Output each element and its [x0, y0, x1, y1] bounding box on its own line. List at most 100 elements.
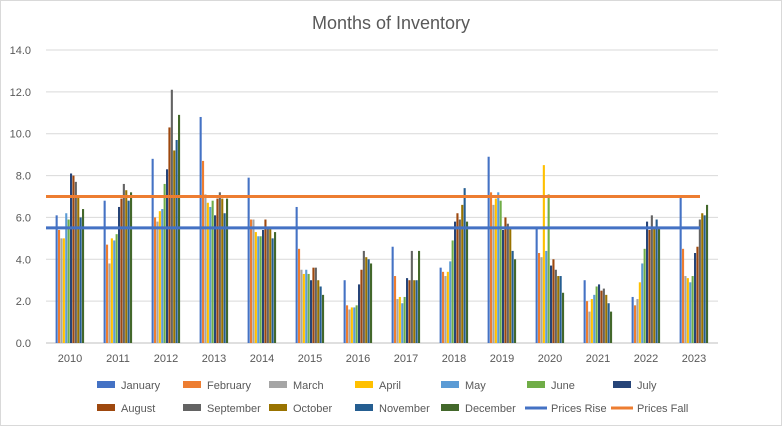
- bar-august-2020: [552, 259, 555, 343]
- bar-december-2023: [706, 204, 709, 343]
- x-tick-label: 2013: [202, 353, 226, 365]
- bar-january-2013: [199, 116, 202, 343]
- bar-june-2017: [403, 296, 406, 343]
- bar-december-2015: [322, 294, 325, 343]
- x-tick-label: 2010: [58, 353, 82, 365]
- bar-july-2015: [310, 280, 313, 343]
- bar-october-2017: [413, 280, 416, 343]
- bar-september-2023: [698, 219, 701, 343]
- bar-september-2015: [314, 267, 317, 343]
- bar-april-2018: [446, 271, 449, 343]
- bar-october-2019: [509, 227, 512, 343]
- bar-march-2013: [204, 194, 207, 343]
- legend-label-march: March: [293, 380, 324, 392]
- bar-october-2022: [653, 227, 656, 343]
- bar-december-2010: [82, 209, 85, 343]
- y-tick-label: 14.0: [10, 45, 31, 57]
- bar-may-2010: [65, 213, 68, 343]
- bar-january-2023: [679, 196, 682, 343]
- x-axis: 2010 2011 2012 2013 2014 2015 2016 2017 2018 2019…: [58, 353, 706, 365]
- legend-label-january: January: [121, 380, 161, 392]
- bar-december-2022: [658, 227, 661, 343]
- bar-march-2016: [348, 309, 351, 343]
- bar-february-2023: [682, 248, 685, 343]
- bar-november-2012: [175, 139, 178, 343]
- bar-february-2011: [106, 244, 109, 343]
- bar-september-2019: [506, 223, 509, 343]
- x-tick-label: 2018: [442, 353, 466, 365]
- bar-august-2023: [696, 246, 699, 343]
- legend-label-october: October: [293, 403, 332, 415]
- bar-may-2012: [161, 209, 164, 343]
- legend-swatch-october: [269, 404, 287, 411]
- bar-july-2020: [550, 265, 553, 343]
- bar-august-2014: [264, 219, 267, 343]
- bar-september-2017: [410, 250, 413, 343]
- bar-april-2022: [638, 282, 641, 343]
- bar-june-2016: [355, 305, 358, 343]
- legend-swatch-january: [97, 381, 115, 388]
- bar-june-2021: [595, 286, 598, 343]
- bar-april-2014: [254, 232, 257, 343]
- bar-april-2016: [350, 307, 353, 343]
- bar-july-2021: [598, 284, 601, 343]
- bar-june-2020: [547, 194, 550, 343]
- bar-february-2012: [154, 217, 157, 343]
- bar-october-2020: [557, 276, 560, 343]
- bar-july-2017: [406, 278, 409, 343]
- bar-december-2016: [370, 263, 373, 343]
- legend-label-september: September: [207, 403, 261, 415]
- bar-january-2010: [55, 215, 58, 343]
- bar-october-2010: [77, 196, 80, 343]
- bar-may-2016: [353, 307, 356, 343]
- legend-label-may: May: [465, 380, 486, 392]
- bar-august-2017: [408, 280, 411, 343]
- bar-august-2012: [168, 127, 171, 343]
- bar-january-2018: [439, 267, 442, 343]
- bar-january-2022: [631, 296, 634, 343]
- y-tick-label: 0.0: [16, 338, 31, 350]
- bar-june-2015: [307, 273, 310, 343]
- bar-november-2017: [415, 280, 418, 343]
- x-tick-label: 2019: [490, 353, 514, 365]
- bar-september-2011: [122, 183, 125, 343]
- bar-march-2019: [492, 204, 495, 343]
- bar-july-2014: [262, 229, 265, 343]
- bar-december-2017: [418, 250, 421, 343]
- bar-july-2019: [502, 229, 505, 343]
- y-tick-label: 4.0: [16, 254, 31, 266]
- bar-march-2022: [636, 299, 639, 343]
- bar-september-2020: [554, 269, 557, 343]
- bar-may-2015: [305, 269, 308, 343]
- bar-december-2013: [226, 198, 229, 343]
- bar-may-2022: [641, 263, 644, 343]
- y-tick-label: 2.0: [16, 296, 31, 308]
- bar-november-2018: [463, 188, 466, 343]
- x-tick-label: 2012: [154, 353, 178, 365]
- bar-may-2014: [257, 236, 260, 343]
- bar-july-2010: [70, 173, 73, 343]
- bar-november-2013: [223, 213, 226, 343]
- bar-july-2011: [118, 206, 121, 343]
- bar-february-2010: [58, 229, 61, 343]
- bar-september-2013: [218, 192, 221, 343]
- bar-january-2011: [103, 200, 106, 343]
- bar-october-2015: [317, 280, 320, 343]
- legend-label-november: November: [379, 403, 430, 415]
- bar-july-2013: [214, 215, 217, 343]
- bar-august-2013: [216, 198, 219, 343]
- y-tick-label: 6.0: [16, 212, 31, 224]
- bar-january-2016: [343, 280, 346, 343]
- bar-august-2018: [456, 213, 459, 343]
- bar-november-2011: [127, 200, 130, 343]
- bar-february-2015: [298, 248, 301, 343]
- bar-october-2018: [461, 204, 464, 343]
- bar-october-2013: [221, 198, 224, 343]
- bar-september-2018: [458, 219, 461, 343]
- x-tick-label: 2011: [106, 353, 130, 365]
- bar-july-2022: [646, 221, 649, 343]
- legend-swatch-november: [355, 404, 373, 411]
- y-axis: 0.0 2.0 4.0 6.0 8.0 10.0 12.0 14.0: [10, 45, 31, 350]
- bar-february-2017: [394, 276, 397, 343]
- bar-june-2022: [643, 248, 646, 343]
